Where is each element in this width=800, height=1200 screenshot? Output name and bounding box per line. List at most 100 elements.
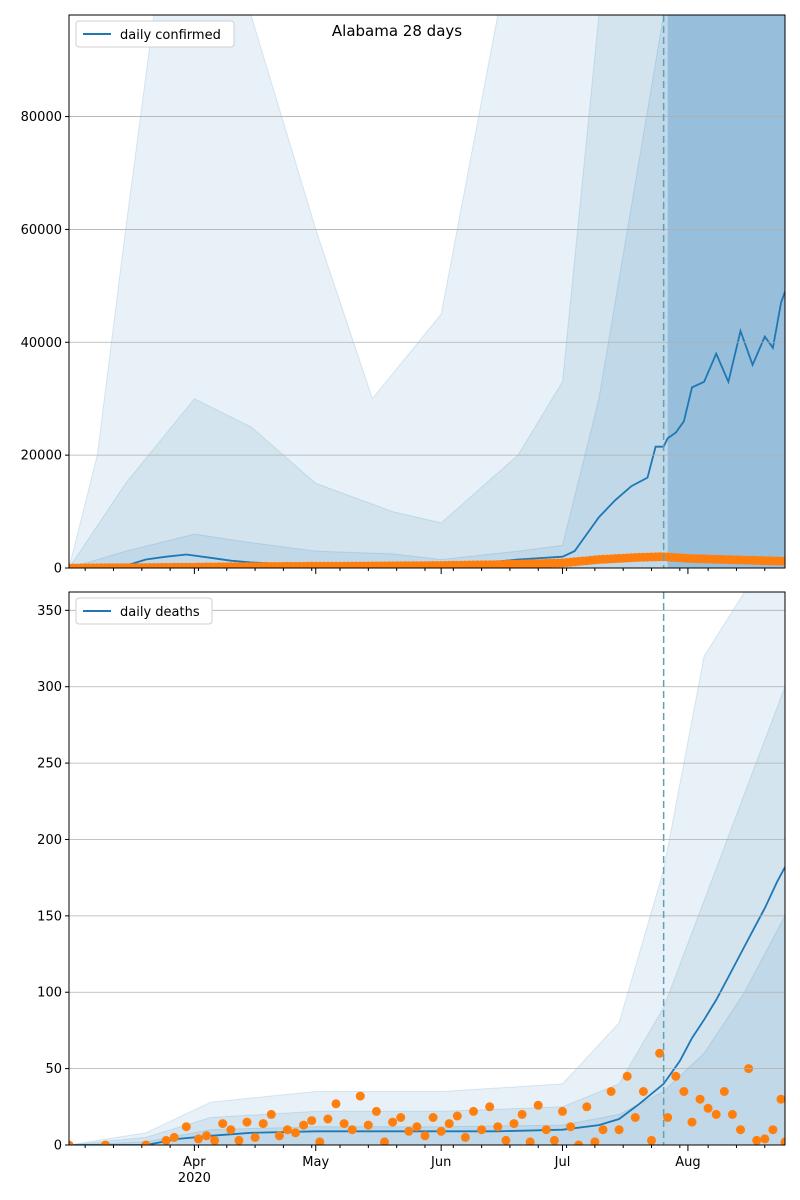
observed-point [695, 1094, 705, 1104]
observed-point [266, 1109, 276, 1119]
observed-point [452, 1111, 462, 1121]
observed-point [388, 1117, 398, 1127]
observed-point [687, 1117, 697, 1127]
observed-point [193, 1134, 203, 1144]
xtick-sublabel-0: 2020 [178, 1171, 211, 1186]
observed-point [590, 1137, 600, 1145]
observed-point [638, 1087, 648, 1096]
xtick-label-3: Jul [554, 1155, 571, 1170]
plot-area [69, 15, 785, 568]
observed-point [291, 1128, 300, 1138]
observed-point [477, 1125, 487, 1135]
observed-point [663, 1113, 673, 1122]
ytick-label-6: 300 [37, 680, 62, 695]
observed-point [719, 1087, 729, 1096]
observed-point [380, 1137, 389, 1145]
observed-point [161, 1135, 171, 1145]
observed-point [250, 1132, 260, 1142]
legend-deaths-label: daily deaths [120, 605, 200, 620]
ytick-label-4: 80000 [21, 110, 62, 125]
observed-point [169, 1132, 179, 1142]
legend-deaths: daily deaths [75, 597, 213, 625]
observed-point [469, 1106, 478, 1116]
observed-point [622, 1071, 632, 1081]
observed-point [671, 1071, 681, 1081]
observed-point [210, 1135, 220, 1145]
confirmed-panel: 0 20000 40000 60000 80000 [21, 14, 786, 577]
observed-point [736, 1125, 745, 1135]
observed-point [420, 1131, 430, 1141]
observed-point [517, 1109, 527, 1119]
legend-confirmed-box [75, 20, 235, 48]
ytick-label-0: 0 [54, 562, 62, 577]
observed-point [760, 1134, 770, 1144]
observed-point [299, 1120, 309, 1130]
observed-point [460, 1132, 470, 1142]
observed-point [533, 1100, 543, 1110]
uncertainty-band-2 [69, 915, 785, 1145]
observed-point [436, 1126, 446, 1136]
uncertainty-band-0 [69, 15, 785, 568]
ytick-label-4: 200 [37, 833, 62, 848]
observed-point [69, 1140, 74, 1145]
observed-point [347, 1125, 357, 1135]
ytick-label-1: 50 [45, 1062, 62, 1077]
forecast-region [667, 15, 785, 568]
observed-point [525, 1137, 535, 1145]
observed-point [339, 1119, 349, 1129]
observed-point [363, 1120, 373, 1130]
plot-area [69, 592, 785, 1145]
uncertainty-band-1 [69, 15, 785, 568]
observed-point [242, 1117, 252, 1127]
observed-point [226, 1125, 236, 1135]
observed-point [234, 1135, 244, 1145]
ytick-label-2: 100 [37, 986, 62, 1001]
observed-point [606, 1087, 616, 1096]
observed-point [355, 1091, 365, 1101]
observed-point [274, 1131, 284, 1141]
observed-point [655, 1048, 665, 1058]
observed-point [258, 1119, 268, 1129]
ytick-label-3: 60000 [21, 223, 62, 238]
observed-point [218, 1119, 228, 1129]
observed-point [679, 1087, 689, 1096]
observed-point [141, 1140, 151, 1145]
observed-point [647, 1135, 656, 1145]
observed-point [711, 1109, 721, 1119]
ytick-label-5: 250 [37, 757, 62, 772]
chart-title: Alabama 28 days [332, 22, 462, 40]
xtick-label-1: May [302, 1155, 329, 1170]
observed-point [727, 1109, 737, 1119]
observed-point [703, 1103, 713, 1113]
ytick-label-0: 0 [54, 1139, 62, 1154]
observed-point [549, 1135, 559, 1145]
observed-point [630, 1113, 640, 1122]
uncertainty-band-2 [69, 15, 785, 568]
observed-point [776, 1094, 785, 1104]
observed-point [428, 1113, 438, 1122]
median-line [69, 291, 785, 568]
observed-point [566, 1122, 576, 1132]
observed-point [202, 1131, 211, 1141]
observed-point [307, 1116, 317, 1126]
observed-point [558, 1106, 567, 1116]
observed-point [541, 1125, 551, 1135]
legend-deaths-box [75, 597, 213, 625]
observed-point [444, 1119, 454, 1129]
observed-point [315, 1137, 325, 1145]
observed-point [574, 1140, 584, 1145]
observed-point [768, 1125, 778, 1135]
observed-point [371, 1106, 381, 1116]
observed-point [404, 1126, 414, 1136]
xtick-label-0: Apr [183, 1155, 206, 1170]
observed-point [493, 1122, 503, 1132]
ytick-label-7: 350 [37, 604, 62, 619]
observed-point [323, 1114, 333, 1124]
plot-frame [68, 14, 786, 569]
observed-point [412, 1122, 422, 1132]
observed-point [485, 1102, 495, 1112]
legend-confirmed: daily confirmed [75, 20, 235, 48]
legend-confirmed-label: daily confirmed [120, 28, 221, 43]
